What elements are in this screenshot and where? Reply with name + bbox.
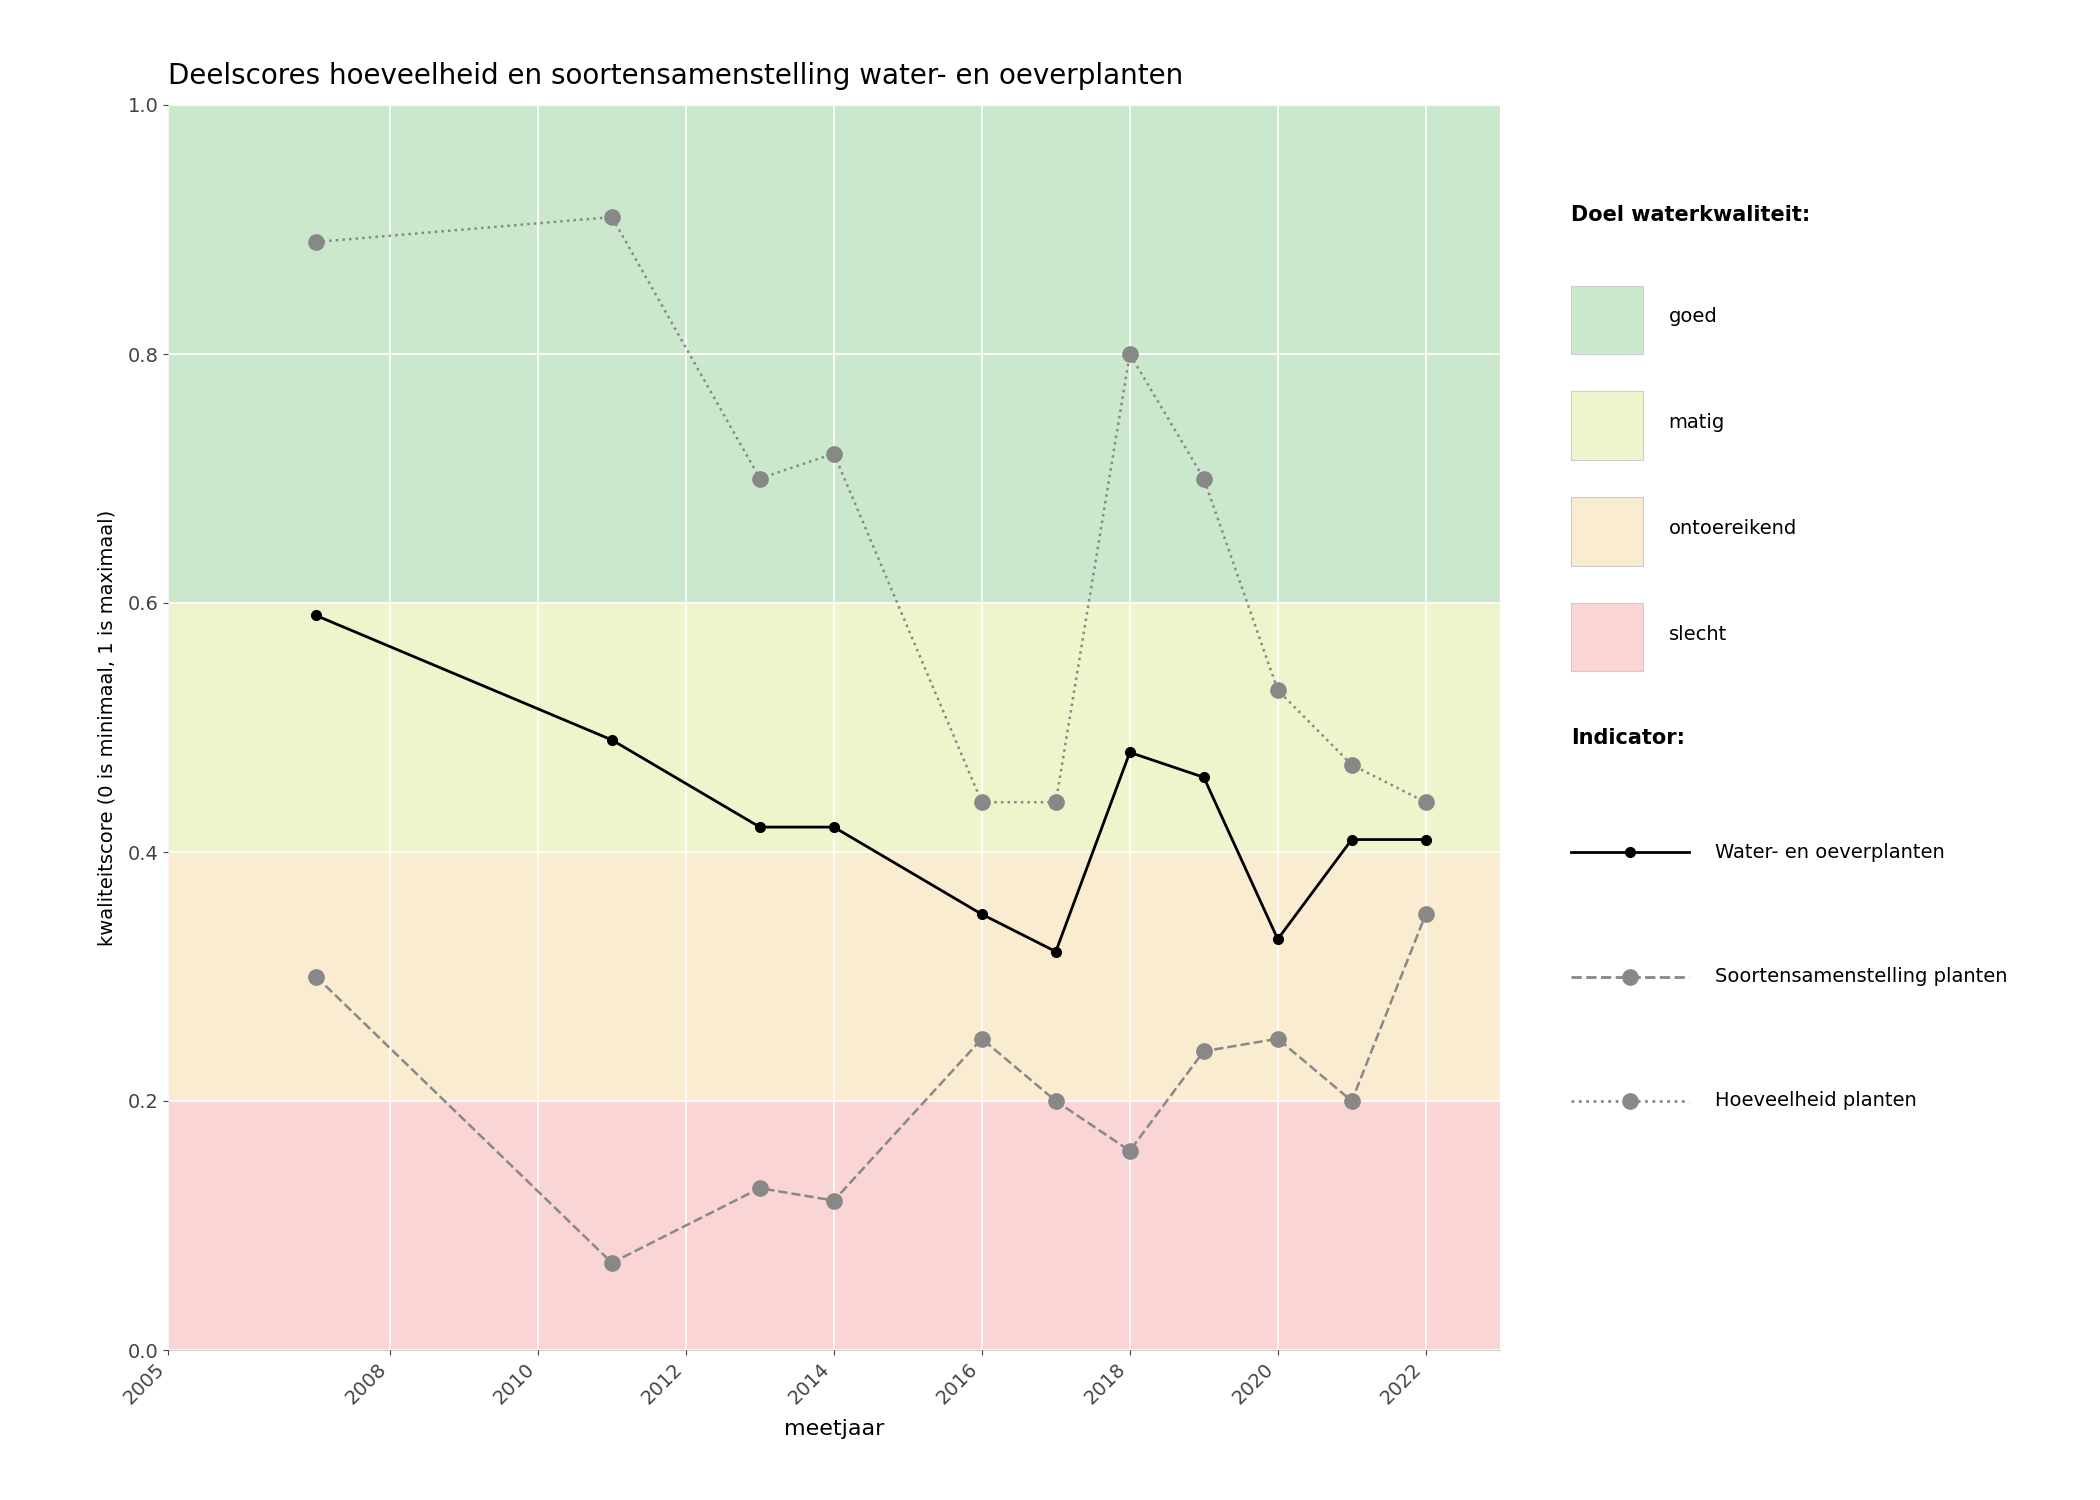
FancyBboxPatch shape — [1571, 603, 1642, 672]
Y-axis label: kwaliteitscore (0 is minimaal, 1 is maximaal): kwaliteitscore (0 is minimaal, 1 is maxi… — [97, 510, 116, 945]
Text: Hoeveelheid planten: Hoeveelheid planten — [1716, 1092, 1917, 1110]
Text: slecht: slecht — [1670, 624, 1726, 644]
Text: Doel waterkwaliteit:: Doel waterkwaliteit: — [1571, 204, 1810, 225]
Bar — [168, 105, 1499, 603]
Bar — [168, 852, 1499, 1101]
FancyBboxPatch shape — [1571, 392, 1642, 460]
Text: matig: matig — [1670, 413, 1724, 432]
Text: Soortensamenstelling planten: Soortensamenstelling planten — [1716, 968, 2008, 986]
Text: Water- en oeverplanten: Water- en oeverplanten — [1716, 843, 1945, 861]
Text: ontoereikend: ontoereikend — [1670, 519, 1798, 538]
Text: Deelscores hoeveelheid en soortensamenstelling water- en oeverplanten: Deelscores hoeveelheid en soortensamenst… — [168, 62, 1182, 90]
X-axis label: meetjaar: meetjaar — [783, 1419, 884, 1438]
FancyBboxPatch shape — [1571, 496, 1642, 566]
Text: Indicator:: Indicator: — [1571, 728, 1686, 747]
Bar — [168, 603, 1499, 852]
Bar — [168, 1101, 1499, 1350]
FancyBboxPatch shape — [1571, 285, 1642, 354]
Text: goed: goed — [1670, 308, 1718, 326]
